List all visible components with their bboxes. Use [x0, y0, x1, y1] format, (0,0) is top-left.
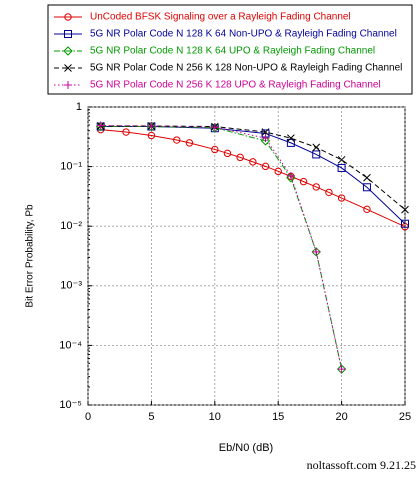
x-tick-label: 10	[209, 411, 221, 423]
marker	[312, 150, 321, 159]
marker	[173, 136, 181, 144]
legend-marker	[64, 81, 72, 89]
y-tick-label: 10⁻⁴	[59, 339, 82, 351]
marker	[260, 136, 271, 146]
marker	[337, 155, 346, 164]
x-tick-label: 20	[335, 411, 347, 423]
marker	[337, 163, 346, 172]
x-axis-label: Eb/N0 (dB)	[219, 442, 273, 454]
marker	[261, 128, 270, 136]
marker	[363, 205, 371, 214]
marker	[312, 183, 320, 191]
legend-label: 5G NR Polar Code N 128 K 64 Non-UPO & Ra…	[90, 29, 397, 40]
marker	[363, 173, 371, 182]
watermark: noltassoft.com 9.21.25	[307, 458, 416, 472]
x-tick-label: 25	[399, 411, 411, 423]
marker	[299, 177, 308, 186]
legend-label: UnCoded BFSK Signaling over a Rayleigh F…	[90, 12, 351, 23]
plot-area	[87, 106, 406, 406]
marker	[325, 188, 333, 197]
marker	[122, 128, 130, 136]
legend-label: 5G NR Polar Code N 256 K 128 Non-UPO & R…	[90, 63, 402, 74]
series-line	[100, 125, 406, 210]
y-tick-label: 10⁻⁵	[59, 399, 82, 411]
marker	[236, 153, 244, 162]
y-tick-label: 10⁻¹	[60, 161, 82, 173]
marker	[147, 121, 156, 130]
marker	[261, 162, 270, 171]
marker	[401, 205, 409, 214]
marker	[223, 149, 232, 158]
marker	[362, 183, 371, 192]
legend-label: 5G NR Polar Code N 128 K 64 UPO & Raylei…	[90, 46, 375, 57]
marker	[274, 167, 282, 176]
marker	[286, 171, 295, 180]
marker	[261, 134, 270, 143]
x-tick-label: 0	[85, 411, 91, 423]
y-axis-label: Bit Error Probability, Pb	[25, 204, 36, 308]
marker	[147, 131, 156, 140]
legend-marker	[64, 64, 72, 72]
marker	[286, 138, 295, 147]
marker	[211, 145, 219, 154]
marker	[96, 121, 105, 130]
legend-box	[47, 4, 413, 95]
marker	[210, 123, 219, 132]
marker	[287, 134, 295, 143]
x-tick-label: 5	[148, 411, 154, 423]
marker	[337, 365, 346, 374]
series-line	[100, 129, 406, 228]
legend-marker	[64, 13, 72, 21]
marker	[249, 158, 257, 166]
legend-marker	[63, 46, 73, 56]
marker	[185, 139, 194, 147]
legend-label: 5G NR Polar Code N 256 K 128 UPO & Rayle…	[90, 80, 381, 91]
marker	[312, 247, 321, 256]
marker	[312, 143, 321, 152]
y-tick-label: 1	[76, 101, 82, 113]
marker	[286, 173, 296, 183]
legend-marker	[64, 30, 72, 38]
marker	[337, 194, 346, 202]
y-tick-label: 10⁻²	[60, 220, 82, 232]
y-tick-label: 10⁻³	[60, 280, 82, 292]
marker	[146, 121, 157, 132]
marker	[401, 219, 409, 228]
x-tick-label: 15	[272, 411, 284, 423]
